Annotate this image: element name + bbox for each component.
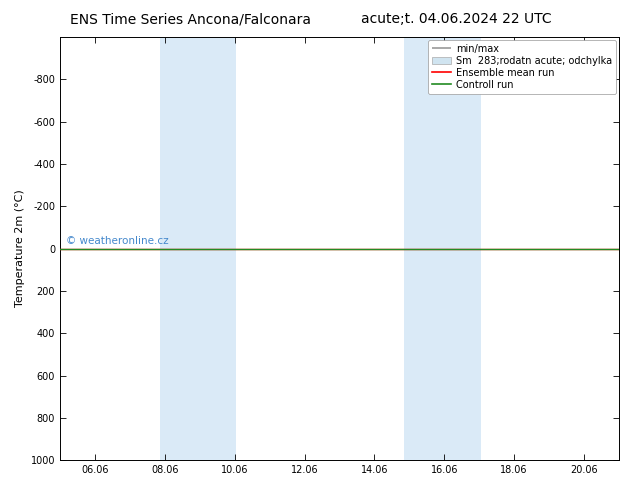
Text: © weatheronline.cz: © weatheronline.cz [65, 237, 168, 246]
Text: ENS Time Series Ancona/Falconara: ENS Time Series Ancona/Falconara [70, 12, 311, 26]
Legend: min/max, Sm  283;rodatn acute; odchylka, Ensemble mean run, Controll run: min/max, Sm 283;rodatn acute; odchylka, … [428, 40, 616, 94]
Bar [404, 37, 481, 460]
Y-axis label: Temperature 2m (°C): Temperature 2m (°C) [15, 190, 25, 307]
Bar [160, 37, 236, 460]
Text: acute;t. 04.06.2024 22 UTC: acute;t. 04.06.2024 22 UTC [361, 12, 552, 26]
